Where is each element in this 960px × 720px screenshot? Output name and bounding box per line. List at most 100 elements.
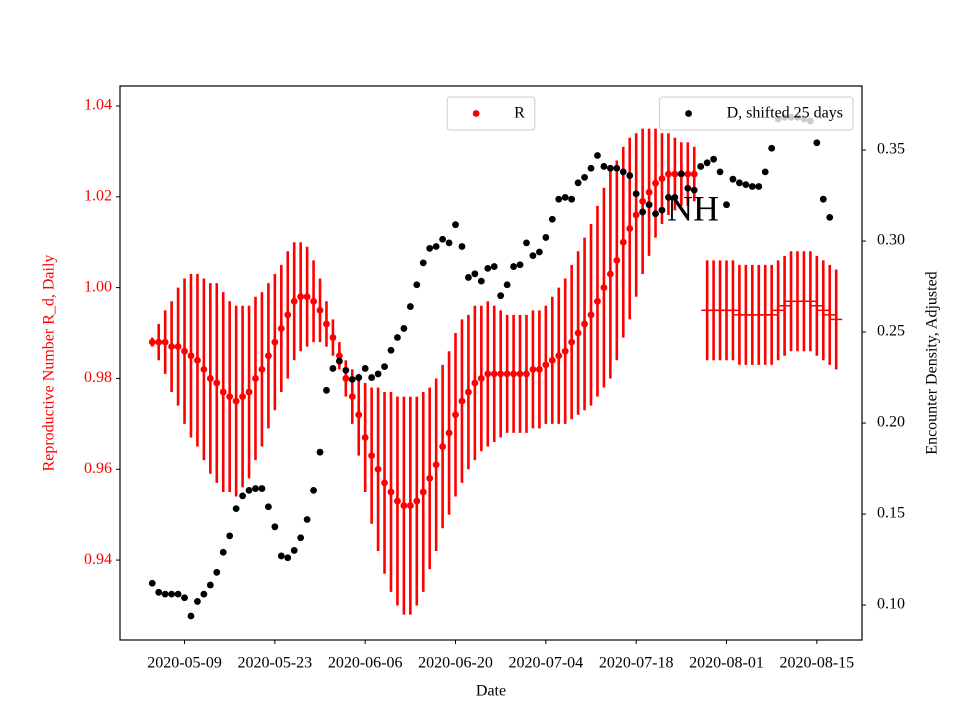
marker	[497, 370, 505, 378]
y2-tick-label: 0.15	[877, 505, 905, 522]
marker	[316, 448, 324, 456]
marker	[297, 534, 305, 542]
y2-tick-label: 0.25	[877, 323, 905, 340]
marker	[690, 186, 698, 194]
marker	[187, 352, 195, 360]
marker	[155, 588, 163, 596]
marker	[574, 179, 582, 187]
marker	[226, 532, 234, 540]
marker	[368, 452, 376, 460]
marker	[510, 370, 517, 378]
legend-box	[659, 96, 854, 131]
marker	[161, 590, 169, 598]
y2-tick-label: 0.35	[877, 141, 905, 158]
marker	[303, 516, 311, 523]
marker	[310, 297, 317, 305]
marker	[555, 352, 563, 360]
marker	[671, 193, 679, 201]
marker	[342, 366, 350, 374]
marker	[484, 370, 492, 378]
marker	[639, 197, 647, 205]
marker	[516, 370, 524, 378]
marker	[729, 175, 737, 183]
legend: R	[446, 96, 536, 131]
x-tick-label: 2020-05-09	[147, 655, 222, 672]
marker	[542, 361, 550, 369]
marker	[252, 375, 259, 382]
marker	[200, 365, 208, 373]
marker	[471, 270, 479, 278]
marker	[697, 163, 705, 170]
marker	[239, 492, 246, 500]
marker	[213, 379, 221, 387]
marker	[452, 411, 459, 419]
marker	[716, 168, 724, 176]
marker	[252, 485, 259, 492]
marker	[684, 170, 692, 178]
marker	[226, 393, 234, 401]
marker	[310, 486, 317, 494]
y-tick-label: 0.96	[84, 460, 112, 477]
marker	[316, 306, 324, 314]
marker	[432, 461, 440, 469]
marker	[323, 386, 330, 394]
marker	[394, 334, 401, 341]
marker	[290, 547, 298, 554]
marker	[561, 347, 569, 355]
marker	[594, 152, 601, 159]
marker	[426, 474, 434, 482]
marker	[174, 590, 182, 598]
marker	[652, 179, 659, 187]
marker	[516, 261, 524, 269]
x-tick-label: 2020-08-15	[780, 655, 855, 672]
y-tick-label: 1.04	[84, 97, 112, 114]
x-tick-label: 2020-06-06	[328, 655, 403, 672]
marker	[271, 523, 279, 531]
marker	[690, 170, 698, 178]
marker	[361, 365, 369, 372]
marker	[600, 284, 608, 292]
marker	[645, 201, 653, 209]
marker	[445, 429, 453, 437]
marker	[497, 292, 505, 300]
marker	[258, 485, 266, 492]
marker	[768, 144, 776, 152]
marker	[206, 375, 214, 382]
marker	[426, 244, 434, 252]
marker	[594, 297, 601, 305]
y-tick-label: 1.00	[84, 278, 112, 295]
marker	[432, 243, 440, 250]
marker	[181, 347, 188, 355]
marker	[232, 505, 240, 512]
marker	[742, 181, 750, 189]
marker	[490, 263, 498, 270]
marker	[458, 243, 466, 250]
marker	[400, 502, 408, 509]
marker	[568, 338, 576, 346]
marker	[400, 325, 408, 332]
marker	[219, 548, 227, 556]
marker	[639, 208, 647, 216]
marker	[632, 190, 640, 198]
marker	[761, 168, 769, 176]
marker	[826, 214, 834, 221]
marker	[819, 195, 827, 203]
legend: D, shifted 25 days	[659, 96, 854, 131]
marker	[445, 239, 453, 247]
marker	[265, 352, 272, 360]
marker	[213, 568, 221, 576]
marker	[600, 163, 608, 170]
marker	[458, 397, 466, 405]
marker	[394, 497, 401, 505]
marker	[219, 388, 227, 396]
marker	[348, 375, 356, 383]
marker	[452, 221, 459, 229]
marker	[548, 215, 556, 223]
marker	[755, 183, 763, 190]
marker	[548, 356, 556, 364]
marker	[348, 393, 356, 401]
marker	[665, 193, 672, 201]
marker	[413, 281, 421, 289]
x-tick-label: 2020-06-20	[418, 655, 493, 672]
marker	[245, 486, 253, 494]
